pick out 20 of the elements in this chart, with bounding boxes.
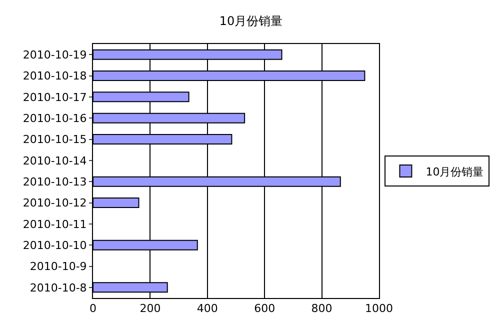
y-tick-label: 2010-10-13	[22, 175, 87, 188]
y-tick-label: 2010-10-18	[22, 70, 87, 83]
y-tick-label: 2010-10-17	[22, 90, 87, 104]
x-tick-label: 0	[90, 302, 96, 316]
x-tick-label: 800	[311, 302, 332, 316]
y-tick-label: 2010-10-16	[22, 112, 87, 125]
x-tick-label: 200	[140, 302, 161, 316]
y-tick-label: 2010-10-10	[22, 238, 87, 252]
y-tick-label: 2010-10-19	[22, 48, 87, 62]
y-tick-label: 2010-10-8	[30, 281, 87, 294]
y-tick-label: 2010-10-9	[30, 260, 87, 274]
y-tick-label: 2010-10-14	[22, 154, 87, 168]
x-tick-label: 400	[196, 302, 218, 316]
y-tick-label: 2010-10-15	[22, 133, 87, 146]
chart-title: 10月份销量	[219, 14, 283, 28]
x-tick-label: 1000	[365, 302, 393, 316]
x-tick-label: 600	[254, 302, 276, 316]
y-tick-label: 2010-10-12	[22, 196, 87, 210]
y-tick-label: 2010-10-11	[22, 218, 87, 231]
legend-label: 10月份销量	[426, 165, 484, 178]
